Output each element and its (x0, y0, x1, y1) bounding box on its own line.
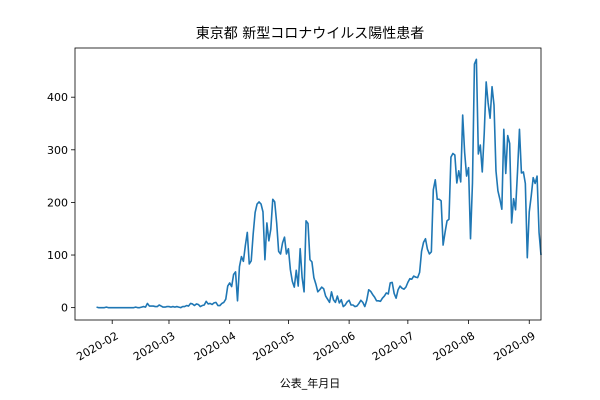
y-axis: 0 100 200 300 400 (47, 91, 75, 315)
chart-title: 東京都 新型コロナウイルス陽性患者 (196, 26, 424, 42)
y-tick-label: 200 (47, 196, 68, 209)
y-tick-label: 100 (47, 249, 68, 262)
y-tick-label: 400 (47, 91, 68, 104)
series-line (96, 58, 542, 309)
plot-frame (74, 47, 542, 321)
y-tick-label: 0 (61, 302, 68, 315)
plot-lines (96, 58, 542, 309)
x-axis-label: 公表_年月日 (280, 376, 341, 390)
y-tick-label: 300 (47, 144, 68, 157)
